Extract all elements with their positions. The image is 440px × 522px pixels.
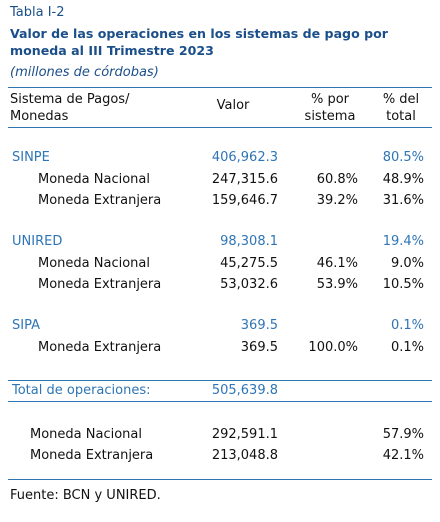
rule: [8, 401, 432, 402]
rule: [8, 380, 432, 381]
row-value: 45,275.5: [220, 256, 278, 271]
source: Fuente: BCN y UNIRED.: [10, 488, 161, 503]
summary-value: 292,591.1: [211, 427, 278, 442]
header-cell: Sistema de Pagos/: [10, 92, 130, 107]
header-cell: total: [386, 109, 416, 124]
row-share-system: 60.8%: [316, 172, 358, 187]
row-share-total: 31.6%: [382, 193, 424, 208]
units: (millones de córdobas): [10, 65, 159, 80]
summary-name: Moneda Extranjera: [30, 448, 154, 463]
rule: [8, 127, 432, 128]
title-line: Valor de las operaciones en los sistemas…: [10, 26, 388, 41]
title-line: moneda al III Trimestre 2023: [10, 43, 214, 58]
group-value: 406,962.3: [211, 150, 278, 165]
row-share-system: 100.0%: [308, 340, 358, 355]
group-name: SINPE: [12, 150, 50, 165]
group-name: SIPA: [12, 318, 40, 333]
summary-share-total: 42.1%: [382, 448, 424, 463]
group-share-total: 19.4%: [382, 234, 424, 249]
summary-value: 213,048.8: [211, 448, 278, 463]
header-cell: sistema: [304, 109, 356, 124]
header-cell: % por: [310, 92, 350, 107]
table-label: Tabla I-2: [10, 5, 65, 20]
row-value: 53,032.6: [220, 277, 278, 292]
row-name: Moneda Nacional: [38, 256, 150, 271]
rule: [8, 87, 432, 88]
row-share-system: 39.2%: [316, 193, 358, 208]
row-name: Moneda Extranjera: [38, 193, 162, 208]
group-share-total: 0.1%: [390, 318, 424, 333]
group-value: 98,308.1: [220, 234, 278, 249]
header-cell: Monedas: [10, 109, 69, 124]
header-cell: % del: [382, 92, 420, 107]
row-share-system: 53.9%: [316, 277, 358, 292]
row-share-system: 46.1%: [316, 256, 358, 271]
group-share-total: 80.5%: [382, 150, 424, 165]
header-cell: Valor: [216, 98, 250, 113]
row-name: Moneda Extranjera: [38, 340, 162, 355]
row-share-total: 48.9%: [382, 172, 424, 187]
group-value: 369.5: [240, 318, 278, 333]
row-name: Moneda Nacional: [38, 172, 150, 187]
row-value: 369.5: [240, 340, 278, 355]
total-label: Total de operaciones:: [12, 383, 151, 398]
rule: [8, 479, 432, 480]
row-value: 247,315.6: [211, 172, 278, 187]
group-name: UNIRED: [12, 234, 63, 249]
total-value: 505,639.8: [211, 383, 278, 398]
row-value: 159,646.7: [211, 193, 278, 208]
row-share-total: 10.5%: [382, 277, 424, 292]
row-share-total: 0.1%: [390, 340, 424, 355]
summary-name: Moneda Nacional: [30, 427, 142, 442]
summary-share-total: 57.9%: [382, 427, 424, 442]
row-name: Moneda Extranjera: [38, 277, 162, 292]
row-share-total: 9.0%: [390, 256, 424, 271]
